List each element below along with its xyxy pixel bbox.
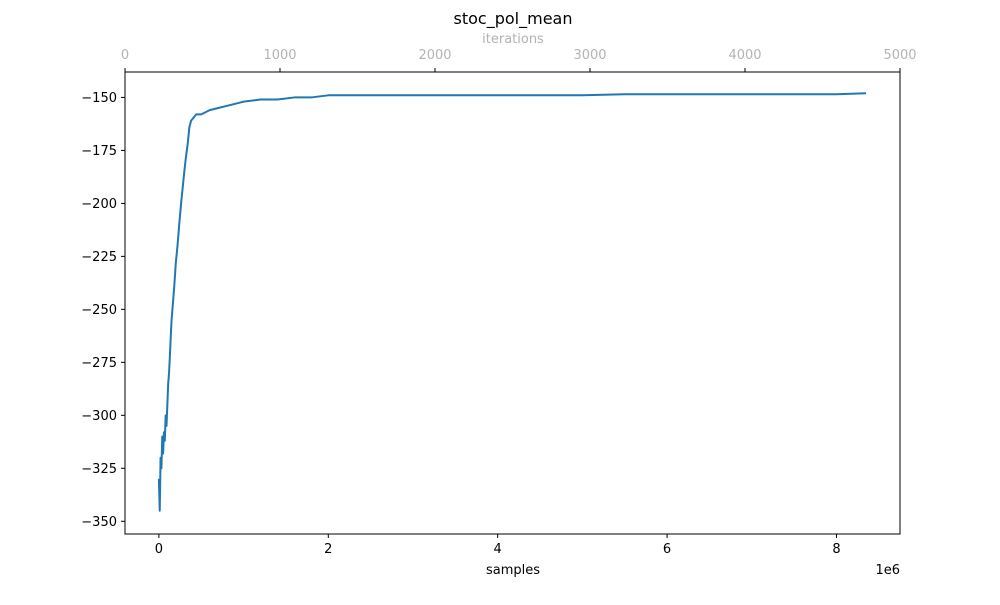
y-tick-label: −325 — [81, 462, 117, 477]
y-ticks: −150 −175 −200 −225 −250 −275 −300 −325 −350 — [81, 91, 125, 530]
series-line — [157, 92, 867, 512]
top-tick-label: 3000 — [573, 48, 606, 63]
x-tick-label: 8 — [832, 542, 840, 557]
y-tick-label: −200 — [81, 197, 117, 212]
top-tick-label: 1000 — [263, 48, 296, 63]
chart-title: stoc_pol_mean — [454, 9, 573, 29]
top-axis-label: iterations — [482, 32, 544, 47]
y-tick-label: −175 — [81, 144, 117, 159]
series-layer — [157, 92, 867, 512]
x-tick-label: 2 — [324, 542, 332, 557]
top-tick-label: 4000 — [728, 48, 761, 63]
plot-frame — [124, 71, 901, 535]
x-offset-text: 1e6 — [875, 563, 900, 578]
top-tick-label: 2000 — [418, 48, 451, 63]
x-tick-label: 0 — [155, 542, 163, 557]
y-tick-label: −300 — [81, 409, 117, 424]
y-tick-label: −225 — [81, 250, 117, 265]
top-tick-label: 5000 — [883, 48, 916, 63]
y-tick-label: −350 — [81, 515, 117, 530]
top-ticks: 0 1000 2000 3000 4000 5000 — [121, 48, 917, 72]
y-tick-label: −150 — [81, 91, 117, 106]
x-ticks: 0 2 4 6 8 — [155, 534, 841, 557]
top-tick-label: 0 — [121, 48, 129, 63]
x-tick-label: 6 — [663, 542, 671, 557]
x-axis-label: samples — [486, 563, 540, 578]
y-tick-label: −250 — [81, 303, 117, 318]
x-tick-label: 4 — [494, 542, 502, 557]
y-tick-label: −275 — [81, 356, 117, 371]
